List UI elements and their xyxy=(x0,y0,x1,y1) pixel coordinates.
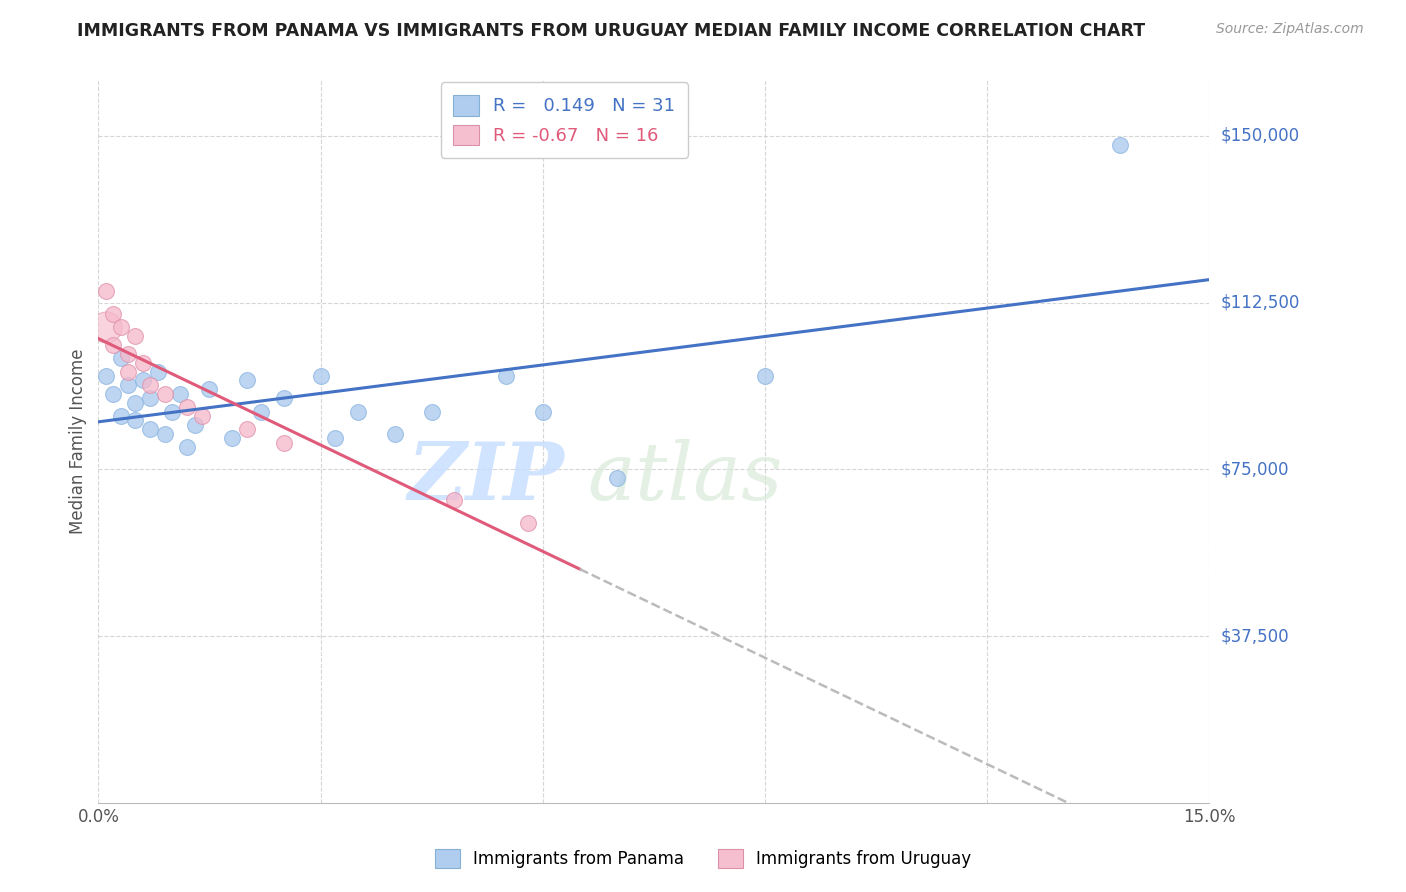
Point xyxy=(124,413,146,427)
Point xyxy=(384,426,406,441)
Point xyxy=(124,395,146,409)
Point xyxy=(94,285,117,299)
Point xyxy=(420,404,443,418)
Point xyxy=(139,422,162,436)
Text: $75,000: $75,000 xyxy=(1220,460,1289,478)
Point xyxy=(176,400,198,414)
Point xyxy=(531,404,554,418)
Y-axis label: Median Family Income: Median Family Income xyxy=(69,349,87,534)
Point xyxy=(191,409,214,423)
Point xyxy=(754,368,776,383)
Point xyxy=(1109,137,1132,152)
Text: IMMIGRANTS FROM PANAMA VS IMMIGRANTS FROM URUGUAY MEDIAN FAMILY INCOME CORRELATI: IMMIGRANTS FROM PANAMA VS IMMIGRANTS FRO… xyxy=(77,22,1146,40)
Point xyxy=(183,417,205,432)
Point xyxy=(103,386,125,401)
Legend: R =   0.149   N = 31, R = -0.67   N = 16: R = 0.149 N = 31, R = -0.67 N = 16 xyxy=(440,82,688,158)
Point xyxy=(162,404,184,418)
Point xyxy=(103,307,125,321)
Point xyxy=(198,382,221,396)
Text: $37,500: $37,500 xyxy=(1220,627,1289,645)
Point xyxy=(139,377,162,392)
Text: $150,000: $150,000 xyxy=(1220,127,1299,145)
Point xyxy=(153,386,176,401)
Point xyxy=(176,440,198,454)
Legend: Immigrants from Panama, Immigrants from Uruguay: Immigrants from Panama, Immigrants from … xyxy=(429,842,977,875)
Point xyxy=(110,351,132,366)
Point xyxy=(250,404,273,418)
Point xyxy=(235,373,257,387)
Point xyxy=(273,435,295,450)
Point xyxy=(169,386,191,401)
Point xyxy=(235,422,257,436)
Point xyxy=(139,391,162,405)
Point xyxy=(146,364,169,378)
Point xyxy=(273,391,295,405)
Point xyxy=(516,516,538,530)
Point xyxy=(110,409,132,423)
Text: $112,500: $112,500 xyxy=(1220,293,1299,311)
Point xyxy=(94,368,117,383)
Point xyxy=(103,338,125,352)
Point xyxy=(94,320,117,334)
Text: Source: ZipAtlas.com: Source: ZipAtlas.com xyxy=(1216,22,1364,37)
Point xyxy=(606,471,628,485)
Point xyxy=(117,377,139,392)
Point xyxy=(132,356,155,370)
Point xyxy=(110,320,132,334)
Point xyxy=(117,364,139,378)
Point xyxy=(117,347,139,361)
Point xyxy=(495,368,517,383)
Text: atlas: atlas xyxy=(588,439,783,516)
Point xyxy=(346,404,368,418)
Point xyxy=(325,431,347,445)
Point xyxy=(309,368,332,383)
Point xyxy=(124,329,146,343)
Point xyxy=(443,493,465,508)
Point xyxy=(132,373,155,387)
Point xyxy=(153,426,176,441)
Point xyxy=(221,431,243,445)
Text: ZIP: ZIP xyxy=(408,439,565,516)
